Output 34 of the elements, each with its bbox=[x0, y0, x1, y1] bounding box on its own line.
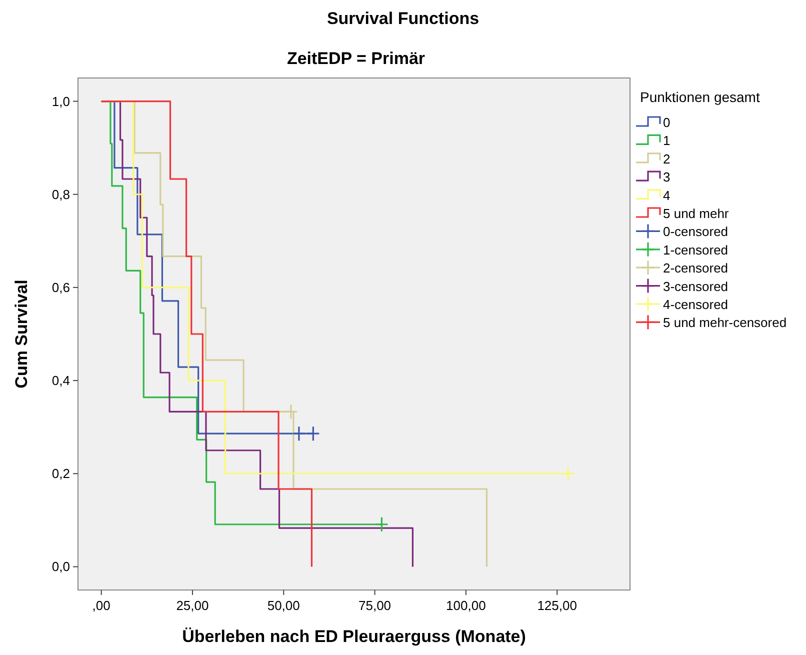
chart-subtitle: ZeitEDP = Primär bbox=[286, 49, 426, 68]
x-tick-label: 100,00 bbox=[446, 598, 486, 613]
legend-label: 5 und mehr bbox=[663, 206, 730, 221]
x-tick-label: 75,00 bbox=[358, 598, 392, 613]
legend-label: 2 bbox=[663, 151, 670, 166]
x-tick-label: ,00 bbox=[92, 598, 110, 613]
legend-label: 1-censored bbox=[663, 242, 728, 258]
point bbox=[306, 426, 320, 442]
y-tick-label: 0,4 bbox=[52, 373, 70, 388]
chart-title: Survival Functions bbox=[326, 9, 480, 28]
legend-label: 4-censored bbox=[663, 297, 728, 312]
point bbox=[561, 466, 575, 482]
y-axis-title: Cum Survival bbox=[12, 280, 31, 388]
x-tick-label: 125,00 bbox=[537, 598, 577, 613]
y-tick-label: 0,0 bbox=[52, 559, 70, 574]
y-tick-label: 0,2 bbox=[52, 466, 70, 482]
legend-label: 3-censored bbox=[663, 278, 728, 294]
point bbox=[292, 426, 306, 442]
legend-label: 0 bbox=[663, 115, 670, 130]
legend-label: 5 und mehr-censored bbox=[663, 315, 787, 330]
point bbox=[374, 516, 389, 532]
x-axis-title: Überleben nach ED Pleuraerguss (Monate) bbox=[182, 627, 526, 646]
y-tick-label: 0,8 bbox=[52, 186, 70, 202]
legend-label: 4 bbox=[663, 188, 670, 203]
y-tick-label: 0,6 bbox=[52, 280, 70, 295]
legend-label: 2-censored bbox=[663, 260, 728, 276]
y-tick-label: 1,0 bbox=[52, 94, 70, 109]
x-tick-label: 25,00 bbox=[176, 598, 209, 613]
point bbox=[284, 404, 298, 420]
legend-label: 0-censored bbox=[663, 224, 728, 240]
x-tick-label: 50,00 bbox=[267, 598, 300, 613]
legend-label: 1 bbox=[663, 133, 670, 148]
legend-title: Punktionen gesamt bbox=[640, 89, 760, 105]
legend-label: 3 bbox=[663, 170, 670, 185]
